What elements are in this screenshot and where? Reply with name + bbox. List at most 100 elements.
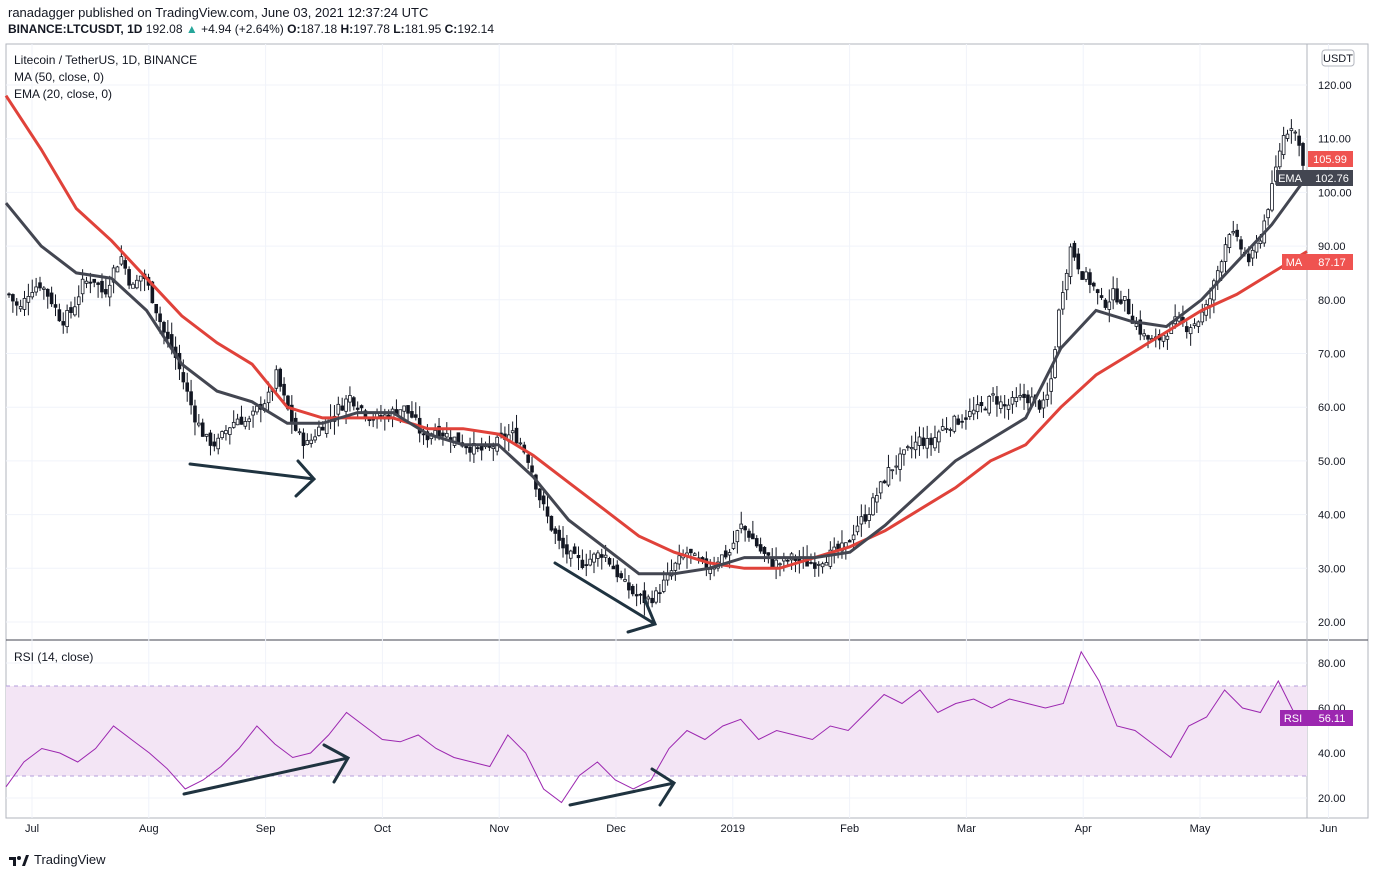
candle-body	[867, 514, 871, 521]
candle-body	[588, 558, 592, 566]
candle-body	[42, 287, 46, 290]
candle-body	[127, 269, 131, 286]
candle-body	[96, 282, 100, 285]
candle-body	[658, 592, 662, 595]
candle-body	[937, 431, 941, 443]
candle-body	[692, 553, 697, 556]
candle-body	[1057, 309, 1061, 348]
candle-body	[623, 579, 627, 582]
candle-body	[1041, 399, 1046, 409]
candle-body	[549, 515, 554, 531]
candle-body	[1250, 249, 1255, 259]
candle-body	[1014, 397, 1019, 402]
rsi-badge-value: 56.11	[1319, 713, 1346, 725]
candle-body	[630, 585, 635, 595]
price-axis[interactable]: 120.00 110.00 100.00 90.00 80.00 70.00 60.00 50…	[1318, 80, 1352, 629]
candle-body	[553, 528, 558, 534]
price-arrow-nov	[553, 561, 658, 634]
candle-body	[1119, 299, 1123, 304]
open-value: 187.18	[300, 22, 338, 36]
time-tick-label: Feb	[840, 823, 859, 835]
ema-20-line	[4, 175, 1309, 576]
candle-body	[1212, 280, 1216, 301]
candle-body	[1049, 378, 1053, 392]
currency-badge[interactable]	[1321, 49, 1355, 67]
candle-body	[359, 405, 364, 409]
candle-body	[906, 446, 910, 449]
candle-body	[677, 555, 682, 565]
time-tick-label: Aug	[139, 823, 159, 835]
candle-body	[828, 549, 833, 567]
candle-body	[491, 446, 496, 449]
candle-body	[84, 280, 89, 284]
candle-body	[1196, 321, 1201, 327]
candle-body	[1188, 327, 1193, 335]
candle-body	[855, 525, 860, 533]
candle-body	[619, 573, 623, 579]
grid-lines	[6, 44, 1329, 818]
candle-body	[406, 405, 410, 414]
candle-body	[925, 438, 929, 449]
candle-body	[1239, 239, 1243, 250]
candle-body	[743, 526, 747, 531]
candle-body	[1142, 333, 1146, 337]
high-label: H:	[340, 22, 354, 36]
candle-body	[580, 559, 585, 568]
candle-body	[123, 260, 128, 269]
candle-body	[1266, 209, 1270, 219]
candle-body	[131, 283, 135, 289]
candle-body	[541, 495, 546, 505]
time-tick-label: Oct	[374, 823, 391, 835]
candle-body	[239, 416, 244, 425]
ema-badge-label: EMA	[1278, 173, 1303, 185]
close-value: 192.14	[457, 22, 495, 36]
time-axis[interactable]: Jul Aug Sep Oct Nov Dec 2019 Feb Mar Apr May Jun	[25, 823, 1337, 835]
price-tick-label: 110.00	[1318, 134, 1351, 146]
candle-body	[1060, 292, 1065, 310]
candle-body	[224, 430, 228, 435]
candle-body	[1091, 282, 1096, 287]
candle-body	[22, 298, 27, 310]
candle-body	[421, 433, 426, 436]
price-chart-container[interactable]: 120.00 110.00 100.00 90.00 80.00 70.00 60.00 50…	[0, 0, 1376, 850]
candle-body	[650, 597, 654, 604]
candle-body	[220, 431, 224, 439]
candle-body	[968, 411, 972, 417]
candle-body	[1010, 397, 1015, 405]
candle-body	[247, 418, 252, 422]
time-tick-label: Apr	[1075, 823, 1092, 835]
candle-body	[1022, 393, 1026, 398]
candle-body	[983, 408, 988, 411]
candle-body	[1103, 299, 1108, 308]
candle-body	[119, 256, 124, 265]
candle-body	[999, 401, 1003, 409]
last-price-badge-value: 105.99	[1313, 154, 1347, 166]
candle-body	[1235, 229, 1239, 237]
candle-body	[596, 552, 600, 559]
candle-body	[305, 440, 310, 445]
candle-body	[646, 596, 651, 600]
candle-body	[851, 534, 856, 541]
candle-body	[1208, 298, 1212, 306]
time-tick-label: Jul	[25, 823, 39, 835]
candle-body	[413, 414, 418, 418]
candle-body	[661, 579, 666, 592]
candle-body	[1161, 334, 1166, 342]
candle-body	[340, 405, 344, 411]
footer: TradingView	[8, 852, 106, 867]
candle-body	[751, 533, 755, 540]
open-label: O:	[287, 22, 301, 36]
candle-body	[49, 292, 54, 305]
candle-body	[956, 418, 960, 425]
candle-body	[820, 563, 825, 568]
candle-body	[1080, 271, 1084, 280]
candle-body	[871, 497, 875, 516]
candle-body	[464, 445, 468, 449]
candle-body	[73, 306, 77, 316]
candle-body	[1258, 240, 1263, 244]
candle-body	[228, 427, 232, 435]
candle-body	[1126, 298, 1131, 315]
candle-body	[475, 447, 480, 450]
candle-body	[785, 559, 790, 562]
